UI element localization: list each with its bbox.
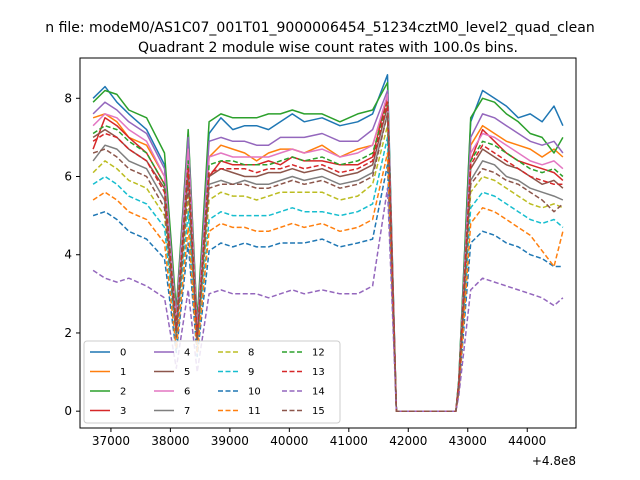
x-tick-label: 37000 <box>92 434 130 448</box>
legend-label-5: 5 <box>184 367 190 378</box>
legend-label-10: 10 <box>248 387 261 398</box>
legend-label-0: 0 <box>120 348 126 359</box>
legend-label-13: 13 <box>312 367 325 378</box>
legend-box <box>83 340 341 424</box>
x-tick-label: 42000 <box>389 434 427 448</box>
legend-label-14: 14 <box>312 387 325 398</box>
series-line-9 <box>92 136 564 412</box>
plot-frame <box>79 57 577 429</box>
legend-label-4: 4 <box>184 348 190 359</box>
y-axis: 0 2 4 6 8 <box>64 91 80 418</box>
legend-label-7: 7 <box>184 406 190 417</box>
legend-label-12: 12 <box>312 348 325 359</box>
legend-label-8: 8 <box>248 348 254 359</box>
series-line-11 <box>92 152 564 412</box>
y-tick-label: 8 <box>64 91 72 105</box>
x-tick-label: 38000 <box>151 434 189 448</box>
series-line-10 <box>92 164 563 412</box>
chart-title: Quadrant 2 module wise count rates with … <box>138 40 518 56</box>
x-axis: 37000 38000 39000 40000 41000 42000 43000 44000 <box>92 428 546 448</box>
y-tick-label: 2 <box>64 326 72 340</box>
x-tick-label: 40000 <box>270 434 308 448</box>
y-tick-label: 0 <box>64 404 72 418</box>
x-tick-label: 44000 <box>508 434 546 448</box>
series-line-14 <box>92 187 564 412</box>
chart-suptitle: n file: modeM0/AS1C07_001T01_9000006454_… <box>45 20 594 36</box>
x-tick-label: 41000 <box>330 434 368 448</box>
legend-label-6: 6 <box>184 387 190 398</box>
x-offset-label: +4.8e8 <box>532 454 576 468</box>
x-tick-label: 39000 <box>211 434 249 448</box>
legend-label-1: 1 <box>120 367 126 378</box>
legend-label-9: 9 <box>248 367 254 378</box>
legend-label-11: 11 <box>248 406 261 417</box>
y-tick-label: 4 <box>64 248 72 262</box>
legend-label-2: 2 <box>120 387 126 398</box>
series-layer <box>92 74 564 412</box>
legend-label-15: 15 <box>312 406 325 417</box>
y-tick-label: 6 <box>64 170 72 184</box>
series-line-15 <box>92 113 564 412</box>
legend-label-3: 3 <box>120 406 126 417</box>
x-tick-label: 43000 <box>449 434 487 448</box>
